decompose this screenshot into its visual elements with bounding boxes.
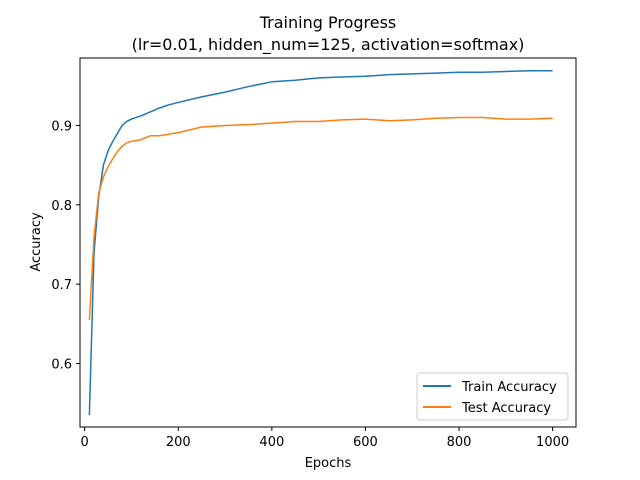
y-axis-label: Accuracy: [29, 212, 44, 272]
series-line-train-accuracy: [88, 69, 553, 416]
series-layer: [88, 69, 553, 416]
y-tick-label: 0.8: [51, 199, 72, 214]
legend-box: [416, 372, 569, 421]
x-tick-label: 800: [447, 435, 472, 450]
x-tick-label: 200: [166, 435, 191, 450]
chart-title: Training Progress: [259, 13, 397, 32]
y-tick-label: 0.6: [51, 358, 72, 373]
x-axis-label: Epochs: [305, 456, 352, 471]
legend-label-train: Train Accuracy: [461, 380, 557, 395]
x-axis-ticks: 0 200 400 600 800 1000: [81, 427, 569, 450]
x-tick-label: 400: [259, 435, 284, 450]
legend: Train Accuracy Test Accuracy: [416, 372, 569, 421]
legend-label-test: Test Accuracy: [461, 401, 551, 416]
y-tick-label: 0.7: [51, 278, 72, 293]
x-tick-label: 0: [81, 435, 89, 450]
plot-area: [80, 58, 576, 427]
plot-frame: [79, 57, 577, 428]
y-tick-label: 0.9: [51, 119, 72, 134]
chart-subtitle: (lr=0.01, hidden_num=125, activation=sof…: [132, 35, 525, 55]
x-tick-label: 1000: [536, 435, 569, 450]
x-tick-label: 600: [353, 435, 378, 450]
y-axis-ticks: 0.6 0.7 0.8 0.9: [51, 119, 80, 373]
series-line-test-accuracy: [88, 116, 553, 320]
